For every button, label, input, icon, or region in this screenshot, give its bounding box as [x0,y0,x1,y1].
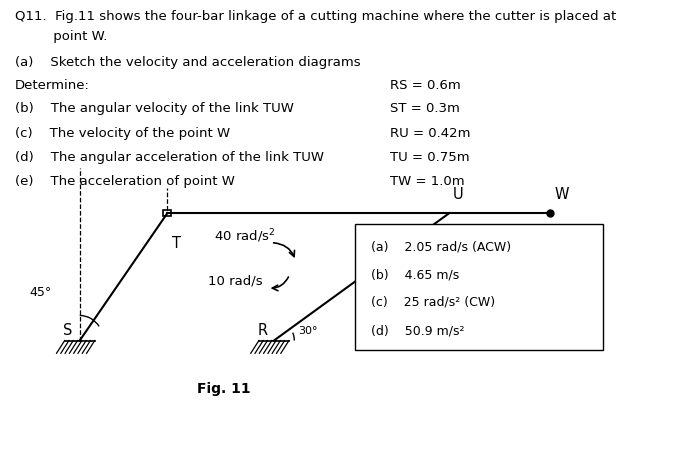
Text: R: R [258,323,267,338]
Text: U: U [452,187,463,202]
Text: 30°: 30° [298,326,317,336]
Text: TU = 0.75m: TU = 0.75m [390,151,470,164]
FancyBboxPatch shape [356,224,603,349]
Text: S: S [63,323,72,338]
Text: (d)    The angular acceleration of the link TUW: (d) The angular acceleration of the link… [15,151,324,164]
Text: T: T [172,236,181,251]
Text: (d)    50.9 m/s²: (d) 50.9 m/s² [371,324,465,338]
Text: Determine:: Determine: [15,79,90,92]
Text: 45°: 45° [29,286,52,299]
Text: (c)    The velocity of the point W: (c) The velocity of the point W [15,126,230,140]
Text: Q11.  Fig.11 shows the four-bar linkage of a cutting machine where the cutter is: Q11. Fig.11 shows the four-bar linkage o… [15,11,617,23]
Bar [163,210,172,216]
Text: (e)    The acceleration of point W: (e) The acceleration of point W [15,175,235,188]
Text: Fig. 11: Fig. 11 [197,382,251,396]
Text: (b)    The angular velocity of the link TUW: (b) The angular velocity of the link TUW [15,103,294,115]
Text: TW = 1.0m: TW = 1.0m [390,175,465,188]
Text: RS = 0.6m: RS = 0.6m [390,79,461,92]
Text: RU = 0.42m: RU = 0.42m [390,126,470,140]
Text: 10 rad/s: 10 rad/s [208,275,262,288]
Text: (a)    Sketch the velocity and acceleration diagrams: (a) Sketch the velocity and acceleration… [15,56,360,69]
Text: (b)    4.65 m/s: (b) 4.65 m/s [371,268,459,281]
Text: 40 rad/s$^2$: 40 rad/s$^2$ [214,227,276,245]
Text: (c)    25 rad/s² (CW): (c) 25 rad/s² (CW) [371,295,495,309]
Text: point W.: point W. [15,30,108,43]
Text: W: W [554,187,569,202]
Text: (a)    2.05 rad/s (ACW): (a) 2.05 rad/s (ACW) [371,240,511,253]
Text: ST = 0.3m: ST = 0.3m [390,103,460,115]
